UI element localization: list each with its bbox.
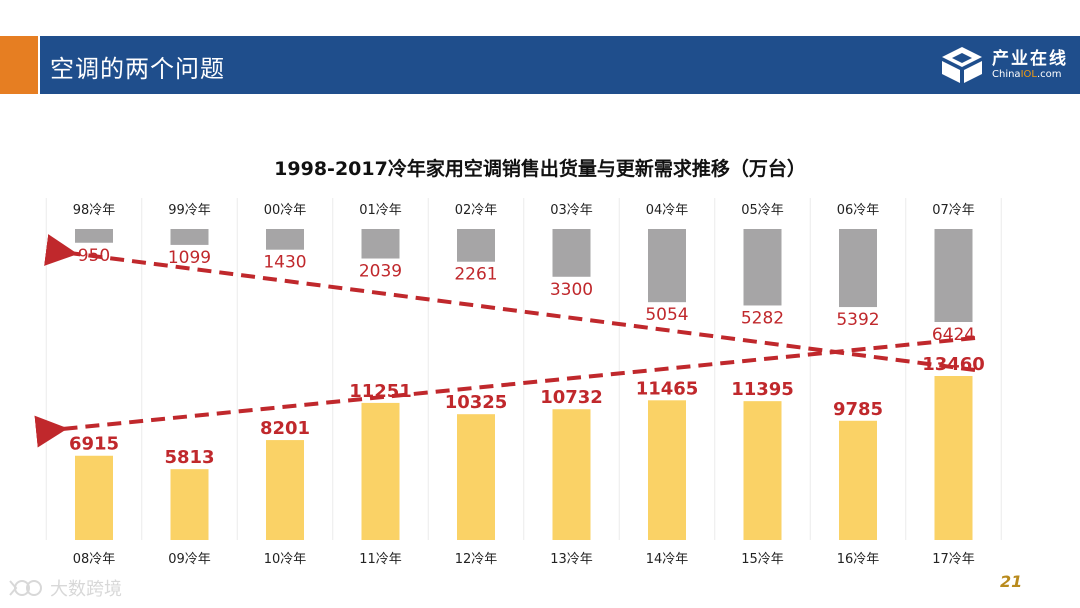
bottom-value-label: 5813 <box>164 447 214 468</box>
top-category-label: 01冷年 <box>359 203 402 218</box>
top-category-label: 06冷年 <box>837 203 880 218</box>
top-category-label: 98冷年 <box>73 203 116 218</box>
bottom-value-label: 9785 <box>833 399 883 420</box>
bottom-bar <box>170 469 209 540</box>
watermark-text: 大数跨境 <box>50 579 122 600</box>
slide-title: 空调的两个问题 <box>50 55 225 83</box>
top-bar <box>743 229 782 306</box>
top-bar <box>266 229 304 250</box>
bottom-category-label: 13冷年 <box>550 552 593 567</box>
top-bar <box>839 229 877 308</box>
top-category-label: 00冷年 <box>264 203 307 218</box>
bottom-value-label: 8201 <box>260 418 310 439</box>
bottom-category-label: 12冷年 <box>455 552 498 567</box>
top-bar <box>648 229 686 303</box>
bottom-value-label: 11395 <box>731 379 794 400</box>
bottom-bar <box>934 376 973 540</box>
top-value-label: 5392 <box>836 310 879 330</box>
top-value-label: 6424 <box>932 325 975 345</box>
bottom-value-label: 11465 <box>636 378 699 399</box>
bottom-bar <box>457 414 495 540</box>
bottom-value-label: 13460 <box>922 354 985 375</box>
top-value-label: 2261 <box>454 265 497 285</box>
top-category-label: 07冷年 <box>932 203 975 218</box>
bottom-bar <box>361 402 400 540</box>
top-category-label: 02冷年 <box>455 203 498 218</box>
top-value-label: 5282 <box>741 308 784 328</box>
logo-text-en: ChinaIOL.com <box>992 69 1062 80</box>
watermark: 大数跨境 <box>8 575 122 601</box>
top-bar <box>552 229 591 277</box>
top-bar <box>457 229 495 262</box>
bottom-category-label: 14冷年 <box>646 552 689 567</box>
top-category-label: 04冷年 <box>646 203 689 218</box>
top-bar <box>75 229 113 243</box>
bottom-bar <box>266 440 304 540</box>
header-accent-bar <box>0 36 38 94</box>
top-category-label: 03冷年 <box>550 203 593 218</box>
top-value-label: 1430 <box>263 253 306 273</box>
bottom-category-label: 10冷年 <box>264 552 307 567</box>
top-bar <box>170 229 209 245</box>
bottom-bar <box>743 401 782 540</box>
top-category-label: 05冷年 <box>741 203 784 218</box>
bottom-bar <box>552 409 591 540</box>
bottom-bar <box>648 400 686 540</box>
trend-line-bottom <box>34 336 976 448</box>
top-value-label: 950 <box>78 246 110 266</box>
watermark-logo-icon <box>9 580 42 596</box>
top-bar <box>361 229 400 259</box>
chart-title: 1998-2017冷年家用空调销售出货量与更新需求推移（万台） <box>274 158 806 180</box>
bottom-category-label: 17冷年 <box>932 552 975 567</box>
bottom-category-label: 16冷年 <box>837 552 880 567</box>
bottom-category-label: 09冷年 <box>168 552 211 567</box>
logo-cube-icon <box>942 47 982 83</box>
top-value-label: 5054 <box>645 305 688 325</box>
bottom-value-label: 6915 <box>69 434 119 455</box>
bottom-category-label: 15冷年 <box>741 552 784 567</box>
bottom-category-label: 11冷年 <box>359 552 402 567</box>
bottom-bar <box>75 455 113 540</box>
bottom-value-label: 11251 <box>349 381 412 402</box>
logo-text-cn: 产业在线 <box>992 49 1068 69</box>
page-number: 21 <box>1000 572 1023 591</box>
top-category-label: 99冷年 <box>168 203 211 218</box>
top-value-label: 3300 <box>550 280 593 300</box>
top-value-label: 1099 <box>168 248 211 268</box>
top-value-label: 2039 <box>359 262 402 282</box>
bottom-value-label: 10325 <box>445 392 508 413</box>
bottom-value-label: 10732 <box>540 387 603 408</box>
header-bar <box>40 36 1080 94</box>
bottom-bar <box>839 420 877 540</box>
bottom-category-label: 08冷年 <box>73 552 116 567</box>
top-bar <box>934 229 973 322</box>
chinaiol-logo: 产业在线 ChinaIOL.com <box>938 42 1068 88</box>
